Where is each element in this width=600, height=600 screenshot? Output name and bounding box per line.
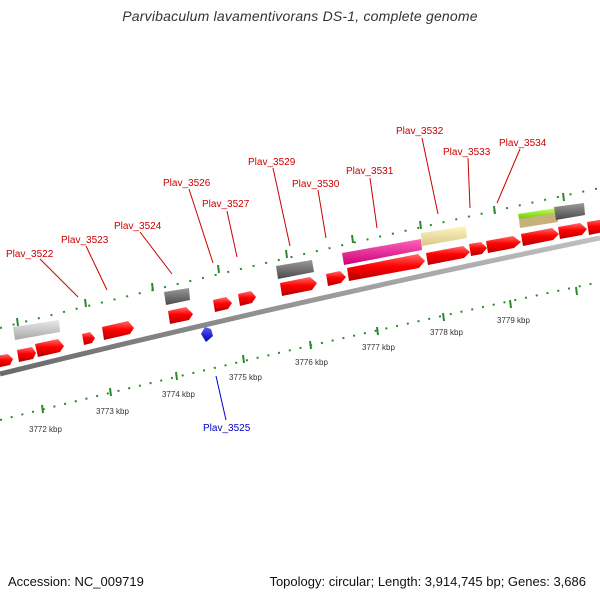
outer-major-ticks <box>16 192 565 327</box>
gene-label: Plav_3529 <box>248 157 296 168</box>
kbp-label: 3776 kbp <box>295 358 328 367</box>
gene-labels: Plav_3522 Plav_3523 Plav_3524 Plav_3525 … <box>6 126 547 434</box>
feature-block <box>519 213 558 228</box>
gene-label: Plav_3533 <box>443 147 491 158</box>
gene-arrow <box>213 297 232 312</box>
feature-block <box>421 226 467 246</box>
gene-label: Plav_3523 <box>61 235 109 246</box>
accession-text: Accession: NC_009719 <box>8 574 144 589</box>
inner-ruler-track <box>0 281 600 421</box>
gene-arrow <box>35 339 64 357</box>
kbp-label: 3772 kbp <box>29 425 62 434</box>
gene-arrow-reverse <box>201 327 213 342</box>
inner-major-ticks <box>41 286 578 414</box>
gene-arrow <box>326 271 346 286</box>
genome-summary-text: Topology: circular; Length: 3,914,745 bp… <box>269 574 586 589</box>
kbp-label: 3775 kbp <box>229 373 262 382</box>
gene-arrow <box>486 236 521 253</box>
gene-arrow <box>347 254 425 281</box>
gene-arrow <box>238 291 256 306</box>
feature-block <box>554 203 585 220</box>
gene-label: Plav_3525 <box>203 423 251 434</box>
feature-block <box>13 320 60 340</box>
gene-arrow <box>102 321 134 340</box>
kbp-label: 3774 kbp <box>162 390 195 399</box>
kbp-label: 3773 kbp <box>96 407 129 416</box>
gene-label: Plav_3530 <box>292 179 340 190</box>
gene-arrow <box>280 277 317 296</box>
kbp-labels: 3772 kbp 3773 kbp 3774 kbp 3775 kbp 3776… <box>29 316 530 434</box>
gene-arrow <box>426 246 470 265</box>
label-pointers <box>39 137 521 421</box>
kbp-label: 3779 kbp <box>497 316 530 325</box>
gene-label: Plav_3532 <box>396 126 444 137</box>
genome-backbone <box>0 235 600 377</box>
feature-block <box>342 239 422 265</box>
gene-arrow <box>469 242 487 256</box>
gene-label: Plav_3531 <box>346 166 394 177</box>
gene-label: Plav_3524 <box>114 221 162 232</box>
gene-label: Plav_3534 <box>499 138 547 149</box>
gene-arrow <box>82 332 95 345</box>
map-title: Parvibaculum lavamentivorans DS-1, compl… <box>122 8 478 24</box>
gene-arrow <box>0 354 13 368</box>
gene-arrow <box>587 219 600 235</box>
gene-arrow <box>521 228 559 246</box>
kbp-label: 3777 kbp <box>362 343 395 352</box>
feature-block <box>518 208 557 219</box>
feature-block <box>164 288 190 305</box>
gene-arrow <box>558 223 587 239</box>
gene-label: Plav_3526 <box>163 178 211 189</box>
gene-label: Plav_3527 <box>202 199 250 210</box>
feature-block <box>276 260 314 279</box>
kbp-label: 3778 kbp <box>430 328 463 337</box>
gene-arrow <box>168 307 193 324</box>
gene-arrow <box>17 347 36 362</box>
gene-label: Plav_3522 <box>6 249 54 260</box>
